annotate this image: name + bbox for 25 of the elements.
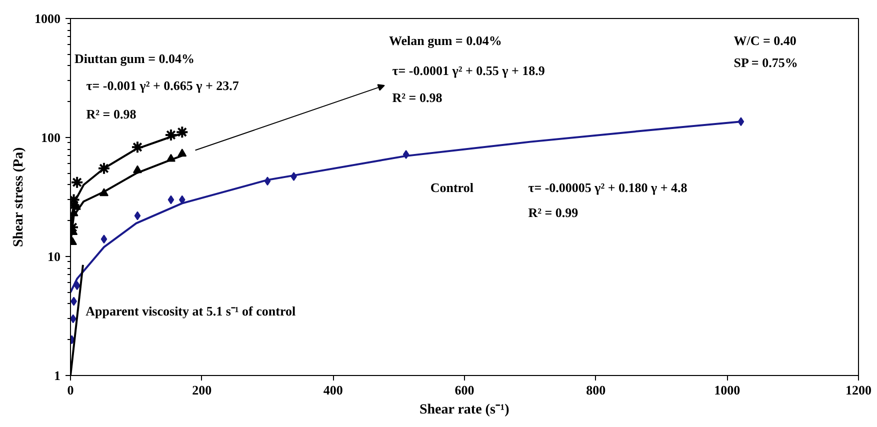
- x-tick-label: 1200: [846, 382, 872, 398]
- annotation: τ= -0.0001 γ² + 0.55 γ + 18.9: [392, 63, 546, 78]
- x-tick-label: 600: [454, 382, 474, 398]
- annotation: R² = 0.98: [86, 106, 137, 122]
- x-axis-title: Shear rate (s⁻¹): [419, 402, 510, 418]
- y-tick-label: 100: [41, 130, 60, 145]
- y-tick-label: 10: [48, 249, 60, 264]
- x-tick-label: 0: [67, 382, 74, 398]
- annotation: W/C = 0.40: [734, 33, 796, 48]
- annotation: SP = 0.75%: [734, 54, 798, 70]
- annotation: R² = 0.99: [528, 205, 579, 220]
- x-tick-label: 1000: [714, 382, 740, 398]
- annotation: Welan gum = 0.04%: [388, 33, 502, 48]
- x-tick-label: 800: [586, 382, 606, 398]
- annotation: Diuttan gum = 0.04%: [74, 51, 195, 66]
- annotation: Control: [430, 180, 474, 196]
- y-axis-title: Shear stress (Pa): [12, 146, 26, 248]
- x-tick-label: 200: [192, 382, 212, 398]
- annotation: τ= -0.001 γ² + 0.665 γ + 23.7: [86, 78, 240, 94]
- annotation: τ= -0.00005 γ² + 0.180 γ + 4.8: [528, 180, 688, 196]
- annotation: Apparent viscosity at 5.1 s⁻¹ of control: [86, 303, 296, 318]
- y-tick-label: 1000: [34, 11, 60, 26]
- annotation: R² = 0.98: [392, 90, 443, 105]
- y-tick-label: 1: [54, 368, 60, 383]
- x-tick-label: 400: [323, 382, 343, 398]
